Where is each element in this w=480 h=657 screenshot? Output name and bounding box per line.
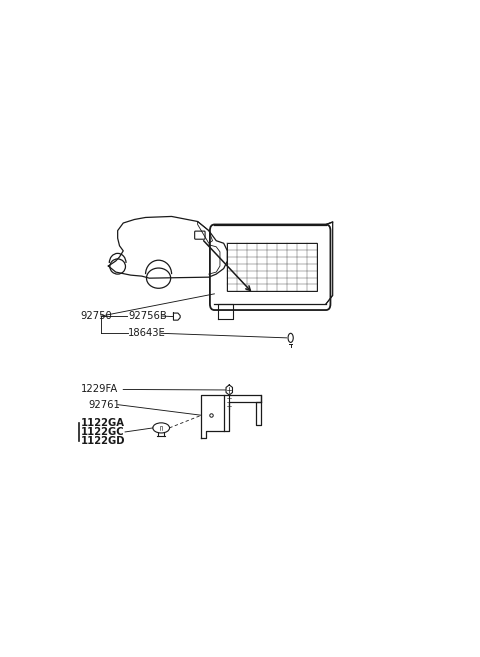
Text: 92750: 92750 bbox=[81, 311, 112, 321]
Text: 1122GD: 1122GD bbox=[81, 436, 125, 446]
Text: 1122GC: 1122GC bbox=[81, 427, 124, 437]
Text: 1229FA: 1229FA bbox=[81, 384, 118, 394]
Bar bbox=[228, 243, 317, 291]
Text: 1122GA: 1122GA bbox=[81, 418, 124, 428]
Text: 92756B: 92756B bbox=[128, 311, 167, 321]
Text: 92761: 92761 bbox=[88, 399, 120, 409]
Text: 18643E: 18643E bbox=[128, 328, 166, 338]
